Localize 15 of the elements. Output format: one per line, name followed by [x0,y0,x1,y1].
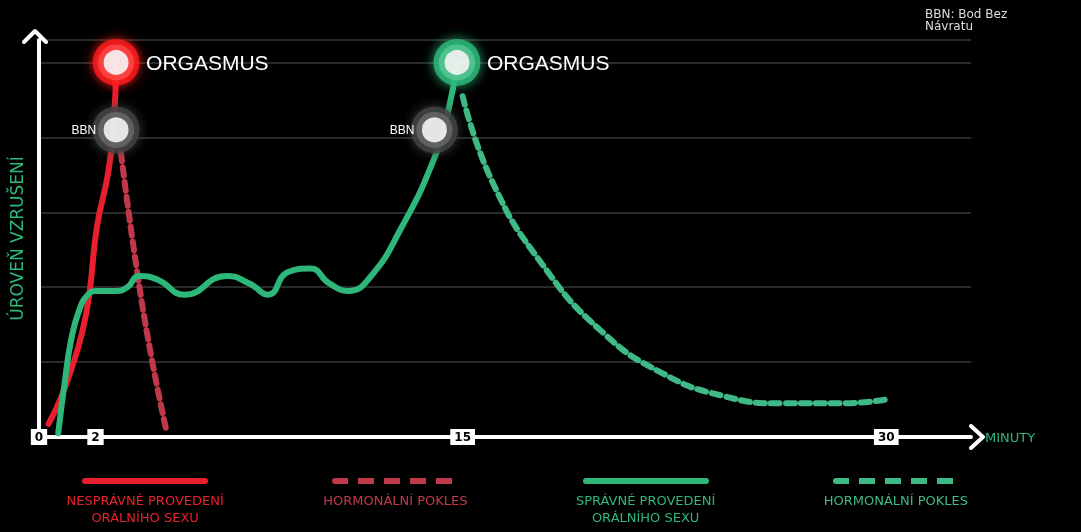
x-tick-label: 30 [877,430,895,444]
annotation: ORGASMUS [146,50,269,74]
annotation: BBN [389,122,415,137]
annotation: BBN [71,122,97,137]
annotation: ORGASMUS [486,50,610,74]
x-tick-label: 15 [454,430,471,444]
y-axis-title: ÚROVEŇ VZRUŠENÍ [5,156,27,321]
x-tick-label: 2 [91,430,100,444]
text: NESPRÁVNÉ PROVEDENÍ ORÁLNÍHO SEXU [65,492,225,526]
x-axis-title: MINUTY [985,429,1036,445]
text: BBN: Bod Bez Návratu [924,7,1012,33]
x-tick-label: 0 [34,430,44,444]
text: SPRÁVNÉ PROVEDENÍ ORÁLNÍHO SEXU [574,492,717,526]
text: HORMONÁLNÍ POKLES [322,492,469,509]
text: HORMONÁLNÍ POKLES [822,492,970,509]
